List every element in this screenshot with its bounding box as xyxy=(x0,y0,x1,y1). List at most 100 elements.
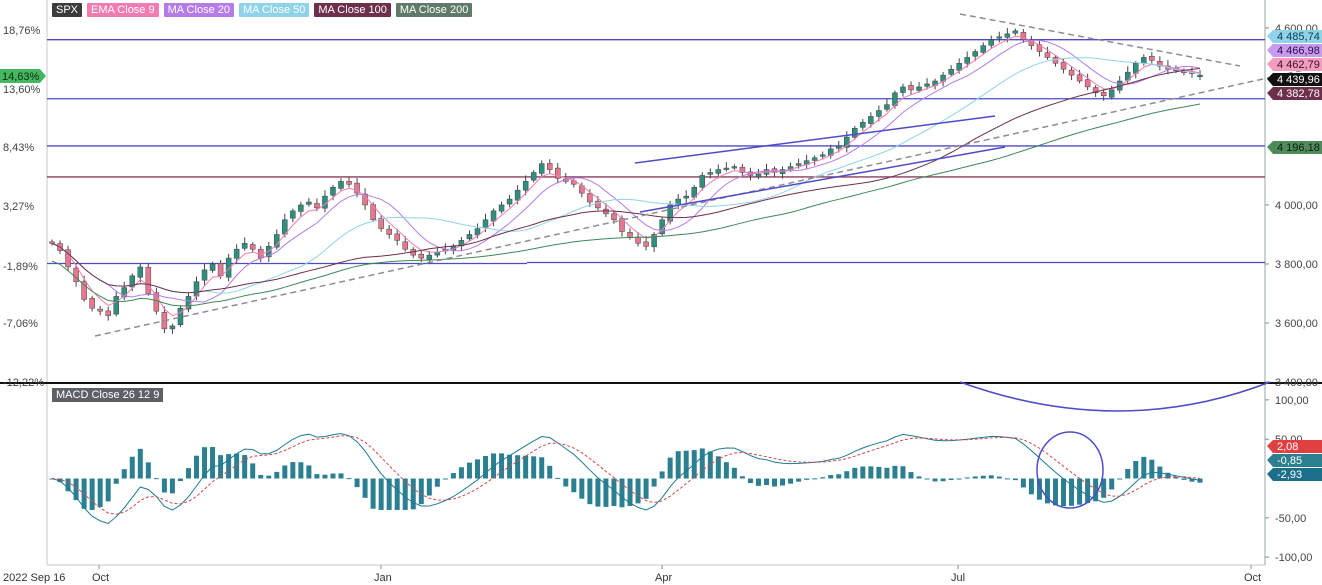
right-tick-label: 3 600,00 xyxy=(1275,318,1318,330)
candle-body xyxy=(980,45,986,53)
candle-body xyxy=(579,185,585,194)
ma50-line xyxy=(51,57,1201,294)
ma100-line xyxy=(51,68,1201,294)
legend-ma100[interactable]: MA Close 100 xyxy=(314,3,391,17)
macd-hist-bar xyxy=(450,473,456,479)
macd-hist-bar xyxy=(250,463,256,479)
candle-body xyxy=(145,266,152,294)
macd-hist-bar xyxy=(691,450,697,479)
macd-hist-bar xyxy=(1109,478,1115,490)
candle-body xyxy=(57,243,63,251)
macd-hist-bar xyxy=(731,467,737,479)
x-tick-label: 2022 Sep 16 xyxy=(3,572,65,584)
candle-body xyxy=(819,154,826,157)
candle-body xyxy=(771,168,778,173)
macd-hist-bar xyxy=(763,478,769,486)
macd-hist-bar xyxy=(298,462,304,479)
candle-body xyxy=(1036,44,1043,52)
candle-body xyxy=(1100,91,1107,97)
left-tick-label: -1,89% xyxy=(3,261,38,273)
candle-body xyxy=(241,243,248,249)
legend-ema9[interactable]: EMA Close 9 xyxy=(87,3,159,17)
macd-hist-bar xyxy=(1004,478,1010,480)
macd-hist-bar xyxy=(1093,478,1099,502)
candle-body xyxy=(137,266,144,278)
candle-body xyxy=(394,233,400,241)
candle-body xyxy=(442,248,449,252)
macd-hist-bar xyxy=(892,465,898,479)
macd-hist-bar xyxy=(852,467,858,479)
macd-hist-bar xyxy=(426,478,432,496)
candle-body xyxy=(1116,80,1123,91)
candles xyxy=(49,27,1203,334)
left-badge-label: 14,63% xyxy=(2,71,40,83)
price-badge xyxy=(1267,58,1322,71)
legend-ma50[interactable]: MA Close 50 xyxy=(238,3,310,17)
candle-body xyxy=(386,228,392,235)
trendline-support xyxy=(94,65,1322,337)
candle-body xyxy=(81,281,87,300)
candle-body xyxy=(105,310,111,316)
candle-body xyxy=(49,241,55,244)
candle-body xyxy=(571,180,577,185)
candle-body xyxy=(538,163,545,174)
legend-spx[interactable]: SPX xyxy=(52,3,83,17)
price-badge xyxy=(1267,141,1322,154)
price-badge-label: 4 382,78 xyxy=(1277,88,1320,100)
price-badge-label: 4 466,98 xyxy=(1277,45,1320,57)
legend-ma200[interactable]: MA Close 200 xyxy=(395,3,473,17)
annotation-arc xyxy=(959,381,1271,412)
candle-body xyxy=(418,253,425,259)
macd-hist-bar xyxy=(169,478,175,494)
candle-body xyxy=(988,39,995,46)
macd-tick-label: -50,00 xyxy=(1275,513,1306,525)
macd-hist-bar xyxy=(1141,456,1147,479)
macd-hist-bar xyxy=(796,478,802,482)
macd-histogram xyxy=(49,447,1203,510)
candle-body xyxy=(699,175,706,188)
macd-hist-bar xyxy=(1149,459,1155,479)
macd-hist-bar xyxy=(924,478,930,480)
macd-hist-bar xyxy=(916,476,922,479)
macd-hist-bar xyxy=(1028,478,1034,495)
macd-hist-bar xyxy=(121,469,127,479)
macd-hist-bar xyxy=(603,478,609,507)
candle-body xyxy=(282,219,288,235)
candle-body xyxy=(844,136,850,148)
macd-hist-bar xyxy=(908,472,914,479)
candle-body xyxy=(97,308,103,312)
candle-body xyxy=(1020,32,1027,40)
candle-body xyxy=(498,204,505,212)
macd-hist-bar xyxy=(49,478,55,480)
left-badge-shape xyxy=(0,69,46,83)
macd-hist-bar xyxy=(1101,478,1107,498)
macd-hist-bar xyxy=(137,448,143,479)
macd-hist-bar xyxy=(563,478,569,487)
macd-label[interactable]: MACD Close 26 12 9 xyxy=(52,388,164,402)
candle-body xyxy=(1124,71,1131,81)
macd-hist-bar xyxy=(595,478,601,507)
candle-body xyxy=(121,287,128,298)
candle-body xyxy=(892,92,898,106)
macd-hist-bar xyxy=(491,453,497,479)
legend-ma20[interactable]: MA Close 20 xyxy=(163,3,234,17)
candle-body xyxy=(338,181,344,189)
candle-body xyxy=(964,57,970,64)
candle-body xyxy=(225,257,232,278)
macd-hist-bar xyxy=(386,478,392,510)
macd-hist-bar xyxy=(1020,478,1026,488)
macd-tick-label: -100,00 xyxy=(1275,552,1312,564)
macd-hist-bar xyxy=(860,466,866,479)
candle-body xyxy=(835,145,842,149)
candle-body xyxy=(370,204,376,220)
candle-body xyxy=(306,201,312,205)
candle-body xyxy=(346,181,352,185)
candle-body xyxy=(723,167,730,170)
macd-hist-bar xyxy=(707,451,713,479)
candle-body xyxy=(827,148,834,156)
candle-body xyxy=(89,297,95,309)
candle-body xyxy=(169,325,176,330)
macd-hist-bar xyxy=(1044,478,1050,504)
macd-hist-bar xyxy=(643,478,649,499)
